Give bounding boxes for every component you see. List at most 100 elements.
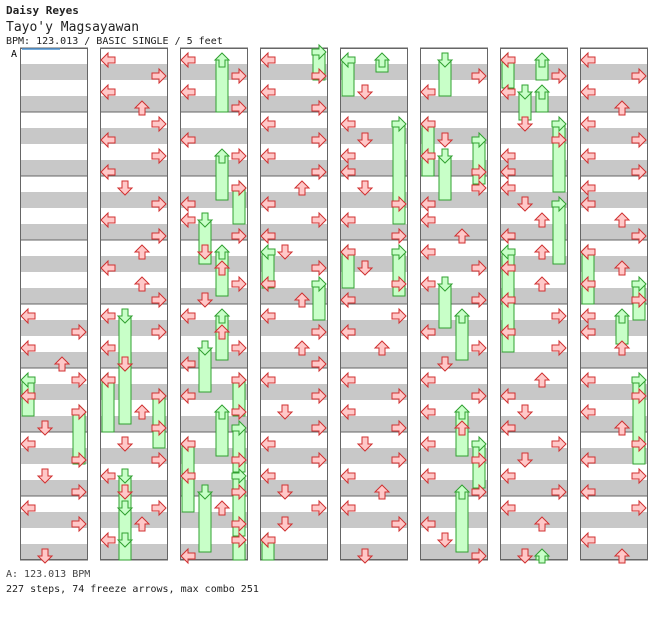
beat-stripe [500,448,568,464]
freeze-arrow-head-up [533,84,551,100]
step-arrow-down [276,244,294,260]
step-arrow-right [551,307,567,325]
beat-stripe [260,544,328,560]
step-arrow-right [71,371,87,389]
beat-stripe [20,512,88,528]
step-arrow-left [260,371,276,389]
step-arrow-up [133,404,151,420]
step-arrow-up [133,100,151,116]
step-arrow-right [391,195,407,213]
step-arrow-right [311,163,327,181]
step-arrow-left [100,307,116,325]
step-arrow-left [20,339,36,357]
step-arrow-right [471,339,487,357]
chart-info: BPM: 123.013 / BASIC SINGLE / 5 feet [6,36,223,47]
step-arrow-down [516,452,534,468]
beat-stripe [340,480,408,496]
step-arrow-right [231,147,247,165]
beat-stripe [580,320,648,336]
step-arrow-left [100,259,116,277]
freeze-arrow-head-up [453,404,471,420]
step-arrow-down [356,132,374,148]
freeze-arrow-head-down [116,468,134,484]
step-arrow-right [551,131,567,149]
freeze-arrow-head-right [231,467,247,485]
beat-stripe [420,64,488,80]
freeze-arrow-head-down [116,500,134,516]
step-arrow-right [551,435,567,453]
step-arrow-down [196,292,214,308]
beat-stripe [500,288,568,304]
step-arrow-right [151,387,167,405]
freeze-arrow-head-right [311,275,327,293]
step-arrow-down [276,404,294,420]
freeze-arrow-head-left [20,371,36,389]
step-arrow-left [580,483,596,501]
step-arrow-right [151,291,167,309]
beat-stripe [420,192,488,208]
beat-stripe [580,160,648,176]
freeze-arrow-head-left [340,51,356,69]
step-arrow-right [391,307,407,325]
step-arrow-right [311,323,327,341]
step-arrow-left [180,51,196,69]
beat-stripe [180,224,248,240]
beat-stripe [180,256,248,272]
beat-stripe [260,416,328,432]
step-arrow-right [391,275,407,293]
freeze-arrow-head-down [116,532,134,548]
step-arrow-right [71,451,87,469]
step-arrow-up [613,340,631,356]
step-arrow-left [260,147,276,165]
freeze-arrow-head-down [436,52,454,68]
freeze-arrow-head-up [213,244,231,260]
beat-stripe [180,512,248,528]
step-arrow-right [391,451,407,469]
beat-stripe [260,448,328,464]
beat-stripe [180,192,248,208]
step-arrow-left [500,259,516,277]
step-arrow-left [500,179,516,197]
freeze-arrow-head-right [631,275,647,293]
step-arrow-left [180,307,196,325]
step-arrow-right [71,323,87,341]
step-arrow-left [20,435,36,453]
beat-stripe [260,384,328,400]
chart-column [20,47,88,561]
step-arrow-left [420,275,436,293]
step-arrow-right [231,227,247,245]
step-arrow-down [356,84,374,100]
beat-stripe [340,288,408,304]
step-arrow-right [151,451,167,469]
step-arrow-right [471,387,487,405]
beat-stripe [580,192,648,208]
beat-stripe [580,416,648,432]
beat-stripe [20,544,88,560]
step-arrow-left [340,403,356,421]
step-arrow-down [356,548,374,564]
step-arrow-up [613,212,631,228]
beat-stripe [580,512,648,528]
beat-stripe [420,352,488,368]
step-arrow-left [340,243,356,261]
beat-stripe [580,544,648,560]
step-arrow-left [580,243,596,261]
step-arrow-down [36,420,54,436]
beat-stripe [100,480,168,496]
beat-stripe [100,512,168,528]
beat-stripe [580,96,648,112]
beat-stripe [180,288,248,304]
step-arrow-down [116,356,134,372]
step-arrow-left [580,179,596,197]
step-arrow-right [391,515,407,533]
beat-stripe [180,96,248,112]
freeze-arrow-body [552,203,566,265]
beat-stripe [500,224,568,240]
step-arrow-left [180,547,196,565]
freeze-arrow-head-right [631,371,647,389]
step-arrow-left [260,467,276,485]
step-arrow-left [100,163,116,181]
column-border [260,48,328,560]
step-arrow-up [453,420,471,436]
column-border [180,48,248,560]
